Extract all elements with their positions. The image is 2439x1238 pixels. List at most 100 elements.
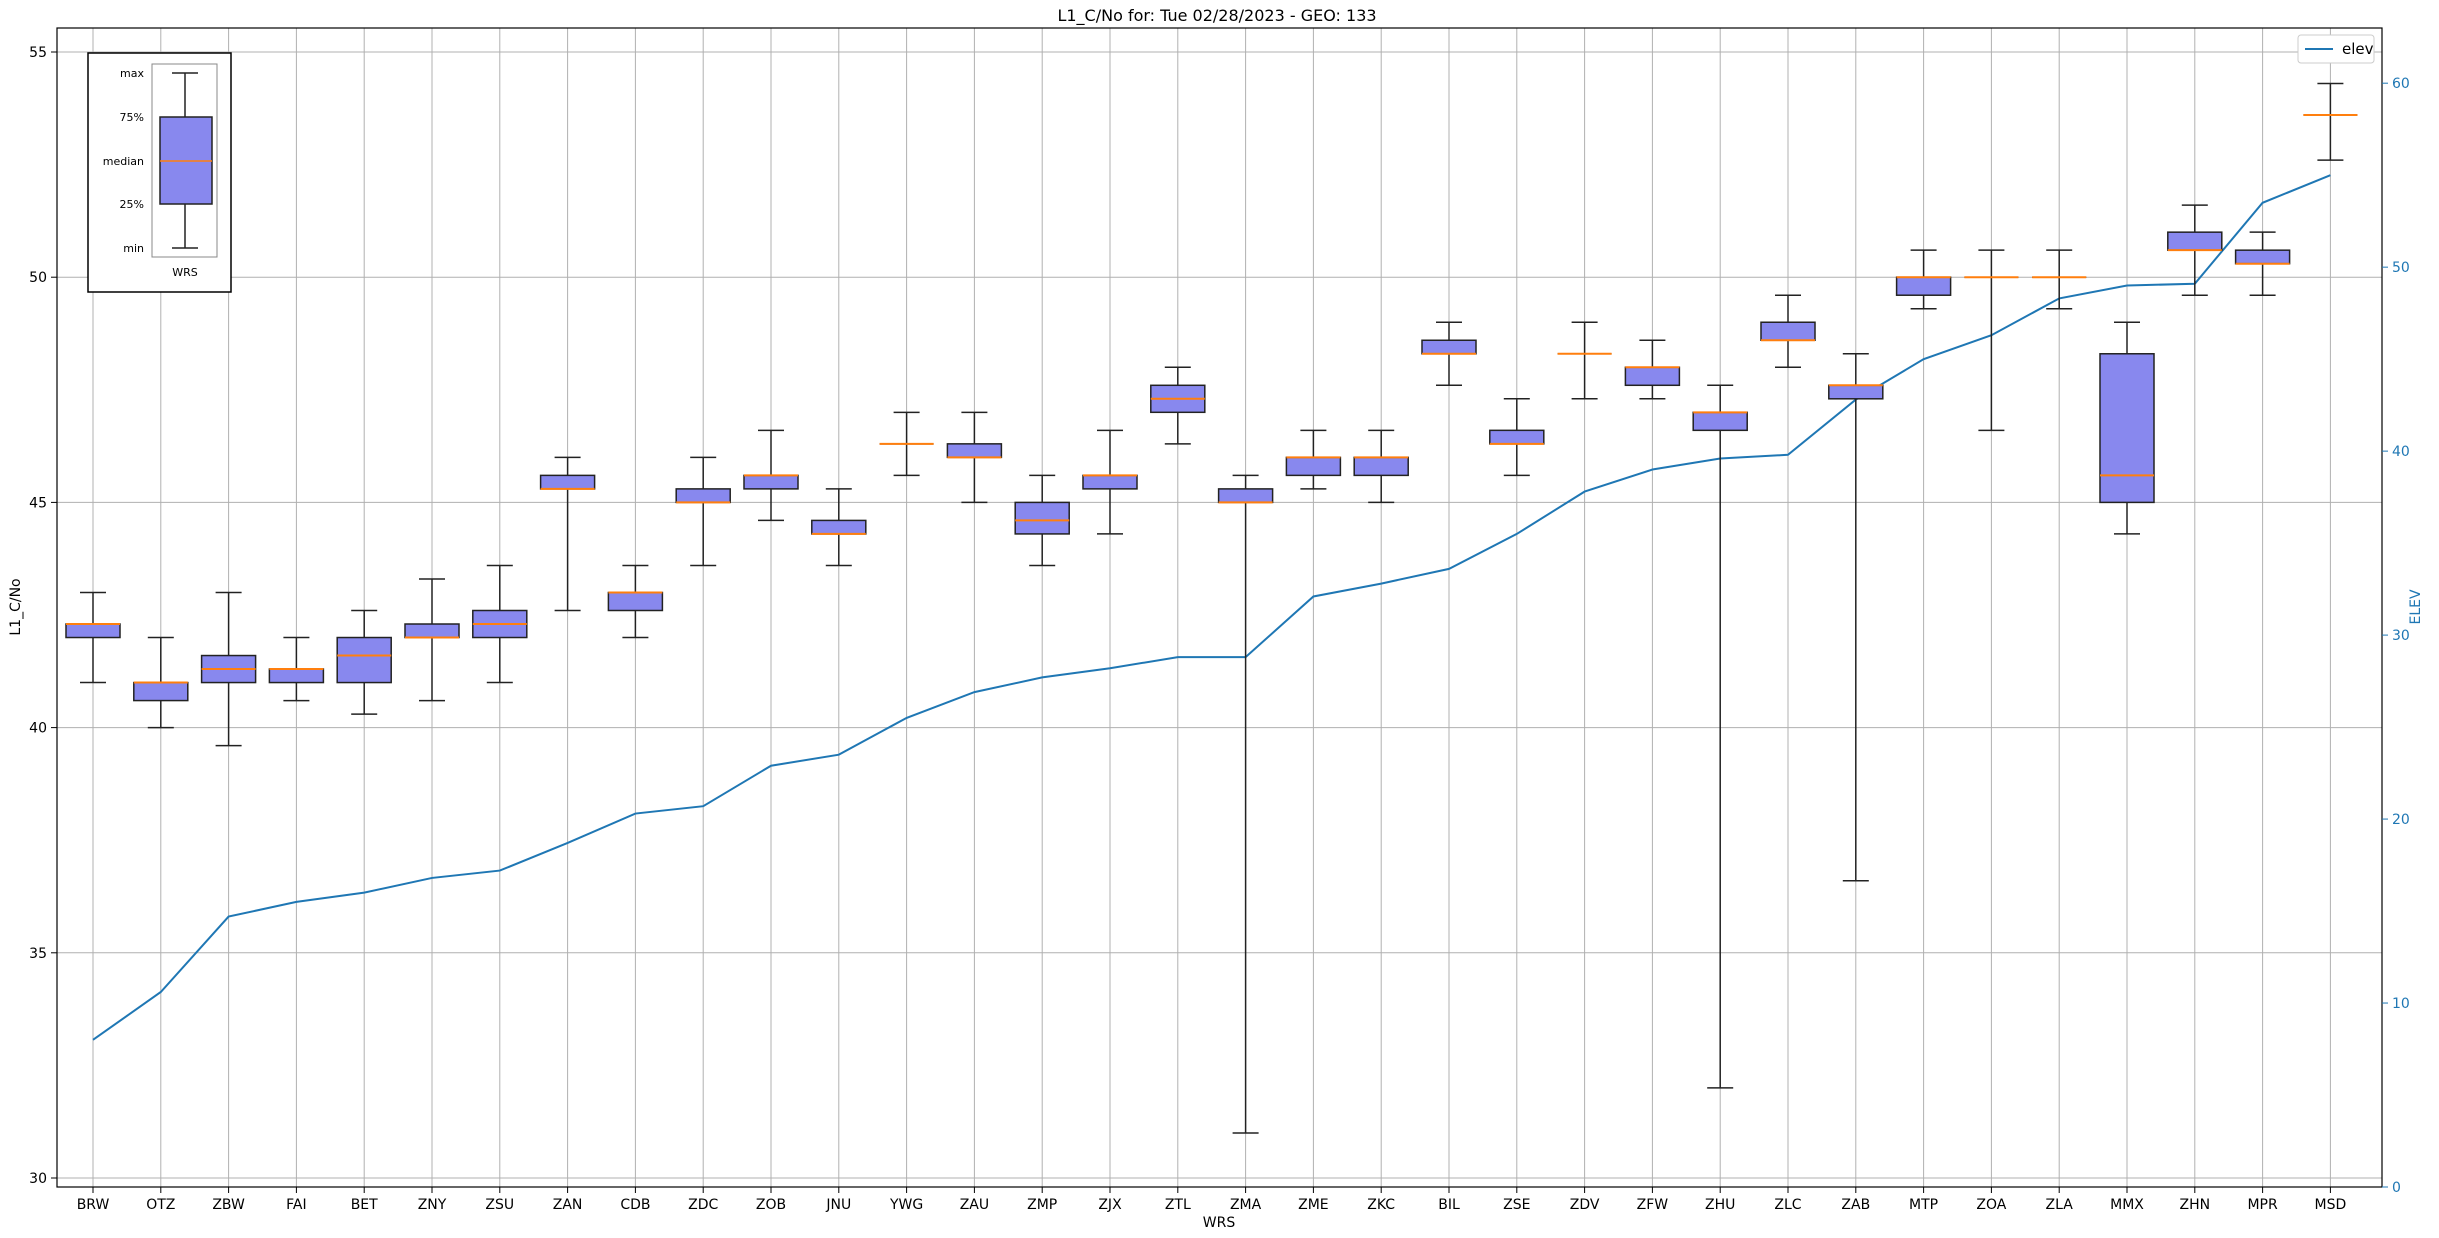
box xyxy=(811,519,867,535)
box xyxy=(2099,353,2155,504)
box xyxy=(946,443,1003,459)
boxplot-zab xyxy=(1828,353,1884,882)
x-tick-label: ZHN xyxy=(2180,1197,2211,1213)
y-tick-label: 30 xyxy=(29,1171,47,1187)
x-tick-label: ZHU xyxy=(1705,1197,1735,1213)
x-tick-label: ZAN xyxy=(553,1197,583,1213)
y-tick-label: 45 xyxy=(29,495,47,511)
box xyxy=(1082,474,1138,490)
boxplot-key-label-q1: 25% xyxy=(120,198,144,211)
box xyxy=(133,681,189,702)
chart-title: L1_C/No for: Tue 02/28/2023 - GEO: 133 xyxy=(1057,6,1376,26)
y2-tick-label: 30 xyxy=(2392,628,2410,644)
boxplot-key-label-median: median xyxy=(103,155,144,168)
x-tick-label: ZME xyxy=(1298,1197,1329,1213)
boxplot-zkc xyxy=(1353,429,1409,504)
x-axis: BRW OTZ ZBW FAI BET ZNY ZSU ZAN CDB ZDC ZOB JNU YWG Z… xyxy=(77,1187,2347,1213)
y-axis-right: 0 10 20 30 40 50 60 xyxy=(2382,76,2410,1196)
y-axis-label: L1_C/No xyxy=(8,578,24,635)
boxplot-bil xyxy=(1421,321,1477,387)
elev-line xyxy=(92,174,2331,1041)
boxplot-key-axes xyxy=(151,63,218,258)
boxplot-zlc xyxy=(1760,294,1816,369)
boxplot-fai xyxy=(268,636,325,702)
x-tick-label: BET xyxy=(351,1197,378,1213)
box xyxy=(1421,339,1477,355)
boxplot-zny xyxy=(404,578,460,702)
x-tick-label: OTZ xyxy=(146,1197,175,1213)
x-tick-label: MSD xyxy=(2315,1197,2347,1213)
x-tick-label: JNU xyxy=(825,1197,851,1213)
box xyxy=(1624,366,1681,387)
box xyxy=(1014,501,1070,535)
box xyxy=(743,474,799,490)
box xyxy=(539,474,596,490)
x-tick-label: ZJX xyxy=(1098,1197,1122,1213)
x-tick-label: ZMA xyxy=(1230,1197,1262,1213)
y-tick-label: 40 xyxy=(29,721,47,737)
boxplot-zhu xyxy=(1692,384,1748,1089)
plot-frame xyxy=(56,27,2383,1188)
elev-series xyxy=(92,174,2331,1041)
x-tick-label: ZAU xyxy=(960,1197,989,1213)
boxplot-zma xyxy=(1217,474,1274,1134)
boxplot-zan xyxy=(539,456,596,612)
boxplot-zhn xyxy=(2167,204,2223,296)
boxplot-jnu xyxy=(811,488,867,567)
boxplot-otz xyxy=(133,636,189,729)
x-tick-label: ZKC xyxy=(1367,1197,1395,1213)
x-tick-label: ZDV xyxy=(1570,1197,1600,1213)
x-tick-label: MTP xyxy=(1909,1197,1938,1213)
box xyxy=(268,668,325,684)
x-tick-label: ZFW xyxy=(1637,1197,1669,1213)
y2-tick-label: 10 xyxy=(2392,996,2410,1012)
y2-tick-label: 60 xyxy=(2392,76,2410,92)
boxplot-mtp xyxy=(1895,249,1952,310)
x-tick-label: ZSE xyxy=(1503,1197,1530,1213)
boxplot-ztl xyxy=(1150,366,1206,445)
x-tick-label: ZSU xyxy=(485,1197,514,1213)
boxplot-msd xyxy=(2303,82,2358,161)
y2-tick-label: 50 xyxy=(2392,260,2410,276)
x-tick-label: FAI xyxy=(286,1197,306,1213)
box xyxy=(404,623,460,639)
x-tick-label: ZDC xyxy=(688,1197,718,1213)
boxplot-key-label-max: max xyxy=(120,67,144,80)
x-tick-label: ZMP xyxy=(1027,1197,1057,1213)
y2-tick-label: 0 xyxy=(2392,1180,2401,1196)
boxplot-zfw xyxy=(1624,339,1681,400)
y2-tick-label: 40 xyxy=(2392,444,2410,460)
boxplot-key-xlabel: WRS xyxy=(172,266,198,279)
boxplot-ywg xyxy=(879,411,934,477)
boxplot-cdb xyxy=(607,564,664,639)
x-tick-label: ZLC xyxy=(1774,1197,1801,1213)
x-tick-label: ZOA xyxy=(1976,1197,2006,1213)
legend: elev xyxy=(2297,34,2375,64)
y-tick-label: 50 xyxy=(29,270,47,286)
boxplot-zau xyxy=(946,411,1003,504)
boxplot-zme xyxy=(1285,429,1342,490)
boxplot-zoa xyxy=(1964,249,2019,432)
box xyxy=(1828,384,1884,400)
box xyxy=(1285,456,1342,477)
box xyxy=(1895,276,1952,296)
y-tick-label: 55 xyxy=(29,45,47,61)
x-tick-label: ZNY xyxy=(418,1197,447,1213)
x-tick-label: ZLA xyxy=(2046,1197,2074,1213)
box xyxy=(607,591,664,612)
box xyxy=(1217,488,1274,504)
boxplot-zla xyxy=(2032,249,2087,310)
boxplot-brw xyxy=(65,591,121,684)
x-tick-label: MPR xyxy=(2247,1197,2278,1213)
y2-tick-label: 20 xyxy=(2392,812,2410,828)
boxplot-zsu xyxy=(472,564,528,684)
x-tick-label: BIL xyxy=(1438,1197,1460,1213)
boxplots xyxy=(65,82,2358,1134)
box xyxy=(675,488,731,504)
box xyxy=(336,636,392,684)
legend-frame xyxy=(2297,34,2375,64)
grid xyxy=(57,28,2382,1187)
x-tick-label: CDB xyxy=(620,1197,650,1213)
legend-elev-label: elev xyxy=(2342,40,2374,58)
